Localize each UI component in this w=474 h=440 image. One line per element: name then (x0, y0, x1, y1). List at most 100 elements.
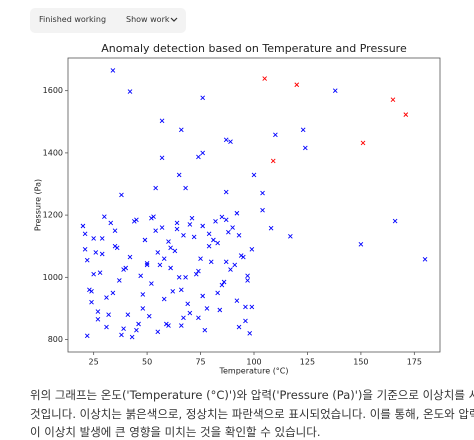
data-point (187, 310, 193, 316)
data-point (332, 88, 338, 93)
caption-line: 것입니다. 이상치는 붉은색으로, 정상치는 파란색으로 표시되었습니다. 이를… (30, 406, 474, 421)
data-point (200, 293, 206, 299)
data-point (211, 237, 216, 243)
data-point (119, 332, 124, 338)
data-point (193, 271, 199, 277)
data-point (129, 334, 135, 340)
data-point (390, 97, 396, 103)
data-point (202, 327, 208, 333)
data-point (84, 333, 90, 339)
data-point (200, 150, 206, 156)
data-point (82, 231, 88, 237)
data-point (206, 231, 212, 237)
data-point (176, 172, 182, 178)
data-point (144, 262, 150, 268)
data-point (358, 242, 364, 247)
data-point (121, 267, 126, 272)
data-point (153, 228, 158, 233)
data-point (127, 254, 133, 260)
data-point (178, 127, 184, 133)
data-point (238, 253, 244, 258)
data-point (215, 240, 220, 246)
data-point (112, 228, 118, 233)
data-point (159, 155, 165, 161)
data-point (125, 312, 131, 317)
data-point (155, 329, 161, 335)
data-point (268, 225, 274, 231)
data-point (206, 243, 212, 249)
x-tick-label: 25 (89, 358, 99, 367)
data-point (236, 233, 242, 238)
data-point (140, 292, 146, 297)
data-point (159, 118, 165, 124)
data-point (161, 256, 167, 261)
data-point (102, 214, 107, 219)
data-point (178, 287, 184, 293)
caption-line: 위의 그래프는 온도('Temperature (°C)')와 압력('Pres… (30, 388, 474, 402)
y-tick-label: 800 (48, 335, 63, 344)
data-point (200, 223, 206, 229)
data-point (200, 95, 206, 101)
data-point (97, 270, 103, 275)
data-point (187, 222, 193, 227)
data-point (116, 278, 122, 283)
data-point (89, 299, 94, 305)
data-point (93, 250, 99, 255)
data-point (153, 185, 158, 191)
status-text: Finished working (39, 15, 107, 24)
data-point (89, 289, 94, 294)
caption: 위의 그래프는 온도('Temperature (°C)')와 압력('Pres… (30, 386, 474, 440)
data-point (234, 210, 240, 216)
data-point (260, 207, 265, 213)
work-toggle-bar[interactable]: Finished working Show work (30, 8, 186, 33)
data-point (219, 282, 225, 288)
data-point (223, 137, 229, 143)
data-point (157, 262, 163, 268)
data-point (106, 312, 111, 317)
data-point (170, 289, 176, 294)
data-point (243, 304, 248, 310)
y-axis-label: Pressure (Pa) (34, 179, 43, 231)
data-point (262, 76, 268, 81)
data-point (99, 236, 105, 241)
data-point (221, 279, 227, 285)
x-axis-label: Temperature (°C) (218, 367, 288, 376)
x-tick-label: 75 (195, 358, 205, 367)
data-point (99, 251, 105, 257)
data-point (230, 225, 235, 230)
data-point (183, 275, 188, 280)
data-point (223, 259, 229, 265)
data-point (226, 229, 231, 235)
data-point (140, 306, 146, 311)
data-point (155, 250, 161, 255)
data-point (121, 326, 126, 331)
data-point (300, 127, 306, 133)
data-point (91, 271, 96, 277)
data-point (360, 140, 366, 146)
data-point (403, 112, 409, 117)
data-point (392, 218, 398, 224)
caption-line: 이 이상치 발생에 큰 영향을 미치는 것을 확인할 수 있습니다. (30, 425, 321, 439)
show-work-button[interactable]: Show work (126, 15, 170, 24)
data-point (302, 145, 308, 151)
data-point (134, 327, 139, 333)
data-point (247, 331, 253, 336)
data-point (196, 154, 201, 160)
data-point (159, 225, 165, 230)
data-point (108, 220, 114, 226)
x-tick-label: 175 (407, 358, 422, 367)
data-point (172, 248, 178, 254)
data-point (104, 295, 109, 300)
data-point (82, 247, 88, 252)
data-point (134, 217, 139, 223)
data-point (294, 82, 300, 88)
data-point (174, 226, 180, 232)
chart-title: Anomaly detection based on Temperature a… (101, 42, 407, 55)
data-point (183, 185, 188, 191)
data-point (149, 281, 154, 286)
data-point (146, 313, 152, 319)
data-point (168, 265, 173, 271)
data-point (260, 190, 265, 196)
data-point (198, 256, 203, 261)
data-point (95, 317, 101, 322)
